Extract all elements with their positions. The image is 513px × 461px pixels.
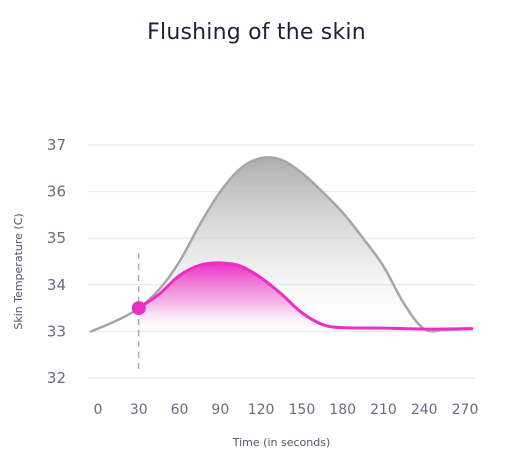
x-tick-label: 150 <box>289 402 316 418</box>
y-tick-label: 33 <box>47 322 66 340</box>
y-tick-label: 34 <box>47 276 66 294</box>
x-tick-label: 90 <box>211 402 229 418</box>
x-tick-label: 120 <box>248 402 275 418</box>
marker-dot <box>131 301 146 316</box>
series-line-1 <box>137 261 474 331</box>
x-axis-label: Time (in seconds) <box>232 436 331 449</box>
x-tick-label: 30 <box>130 402 148 418</box>
chart-title: Flushing of the skin <box>147 20 366 45</box>
y-tick-label: 35 <box>47 229 66 247</box>
series-line-0 <box>89 156 474 333</box>
x-tick-label: 0 <box>94 402 103 418</box>
y-tick-label: 32 <box>47 369 66 387</box>
x-tick-label: 180 <box>329 402 356 418</box>
series-area-1 <box>138 262 472 332</box>
x-tick-label: 240 <box>411 402 438 418</box>
y-axis-label: Skin Temperature (C) <box>12 213 25 329</box>
x-tick-label: 270 <box>452 402 479 418</box>
y-tick-label: 37 <box>47 136 66 154</box>
x-tick-label: 210 <box>370 402 397 418</box>
x-tick-label: 60 <box>171 402 189 418</box>
y-tick-label: 36 <box>47 183 66 201</box>
